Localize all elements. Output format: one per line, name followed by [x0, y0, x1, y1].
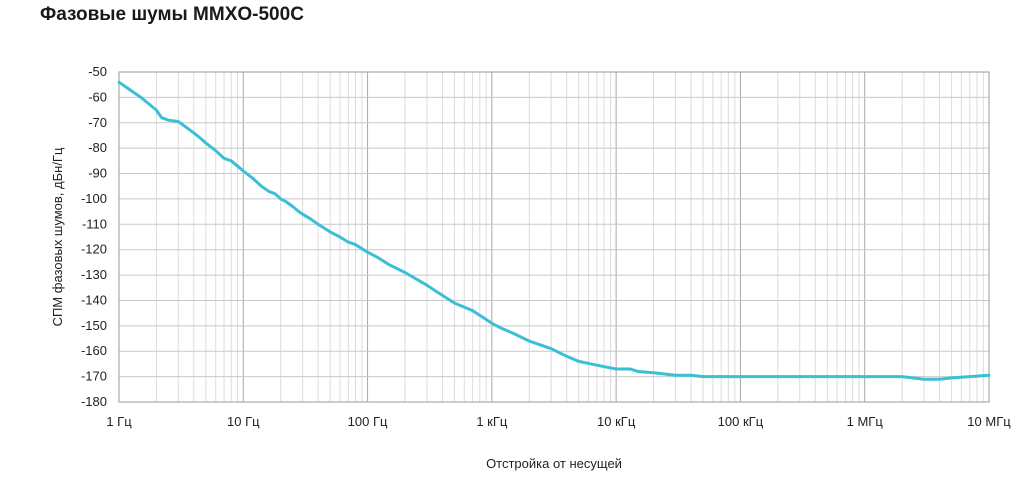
y-tick-label: -130: [81, 267, 107, 282]
major-grid: [118, 71, 990, 403]
x-tick-label: 10 МГц: [967, 414, 1011, 429]
plot-frame: [118, 71, 990, 403]
minor-grid: [155, 72, 984, 402]
y-tick-label: -90: [88, 166, 107, 181]
y-tick-label: -160: [81, 343, 107, 358]
y-tick-label: -110: [82, 216, 107, 231]
y-tick-label: -80: [88, 140, 107, 155]
y-tick-label: -70: [88, 115, 107, 130]
y-axis-label: СПМ фазовых шумов, дБн/Гц: [50, 147, 65, 326]
y-tick-label: -140: [81, 292, 107, 307]
y-tick-label: -120: [81, 242, 107, 257]
x-tick-label: 1 МГц: [847, 414, 884, 429]
y-tick-label: -50: [88, 64, 107, 79]
y-tick-label: -180: [81, 394, 107, 409]
x-tick-label: 100 кГц: [718, 414, 764, 429]
x-tick-label: 1 Гц: [106, 414, 132, 429]
y-tick-label: -150: [81, 318, 107, 333]
x-tick-labels: 1 Гц 10 Гц 100 Гц 1 кГц 10 кГц 100 кГц 1 МГц 10…: [106, 414, 1011, 429]
x-tick-label: 1 кГц: [476, 414, 508, 429]
series-line: [117, 80, 991, 381]
chart-title: Фазовые шумы MMXO-500C: [40, 4, 304, 25]
y-tick-label: -170: [81, 369, 107, 384]
x-tick-label: 10 кГц: [597, 414, 636, 429]
x-tick-label: 10 Гц: [227, 414, 260, 429]
y-tick-labels: -50 -60 -70 -80 -90 -100 -110 -120 -130 -140 -150 -…: [81, 64, 107, 409]
y-tick-label: -60: [88, 89, 107, 104]
x-axis-label: Отстройка от несущей: [486, 456, 622, 471]
y-tick-label: -100: [81, 191, 107, 206]
x-tick-label: 100 Гц: [348, 414, 388, 429]
